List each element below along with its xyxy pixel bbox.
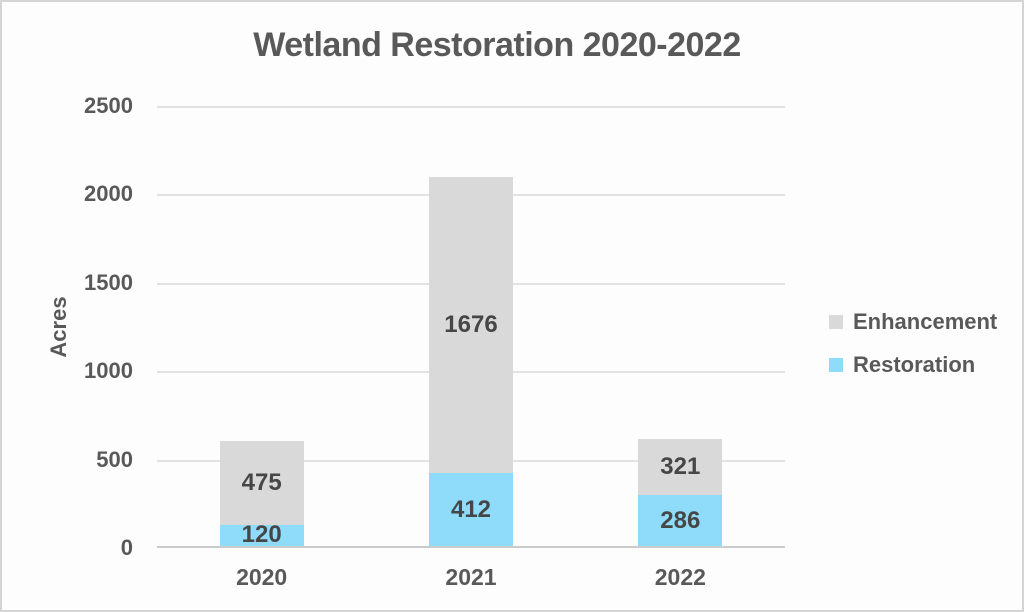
gridline [157,106,785,108]
y-axis-title: Acres [46,296,71,358]
y-tick-label: 1000 [84,358,133,384]
legend-swatch-icon [829,315,843,329]
y-tick-label: 2000 [84,181,133,207]
x-tick-label: 2021 [445,564,497,590]
data-label: 321 [660,453,701,481]
legend-item-restoration: Restoration [829,352,997,378]
data-label: 412 [450,495,492,523]
y-tick-label: 2500 [84,93,133,118]
x-tick-label: 2020 [236,564,288,590]
segment-restoration-2022: 286 [638,495,723,546]
legend: Enhancement Restoration [829,309,997,378]
y-tick-label: 1500 [84,269,133,295]
bar-2020: 120 475 [219,440,304,549]
data-label: 475 [241,468,282,496]
legend-label: Enhancement [853,309,998,334]
bar-2022: 286 321 [638,438,723,546]
data-label: 1676 [444,311,498,339]
legend-swatch-icon [829,358,843,372]
y-tick-label: 0 [120,535,133,560]
legend-label: Restoration [853,352,976,377]
segment-restoration-2020: 120 [219,521,304,549]
segment-enhancement-2022: 321 [638,438,723,496]
legend-item-enhancement: Enhancement [829,309,997,335]
data-label: 120 [241,521,282,549]
segment-enhancement-2021: 1676 [429,176,513,474]
bar-2021: 412 1676 [429,176,513,546]
chart-title: Wetland Restoration 2020-2022 [253,26,741,64]
data-label: 286 [660,506,701,534]
segment-enhancement-2020: 475 [219,440,304,525]
x-tick-label: 2022 [654,564,706,590]
plot-area: 120 475 412 1676 286 321 [157,106,785,548]
segment-restoration-2021: 412 [429,473,513,546]
y-tick-label: 500 [96,446,133,472]
